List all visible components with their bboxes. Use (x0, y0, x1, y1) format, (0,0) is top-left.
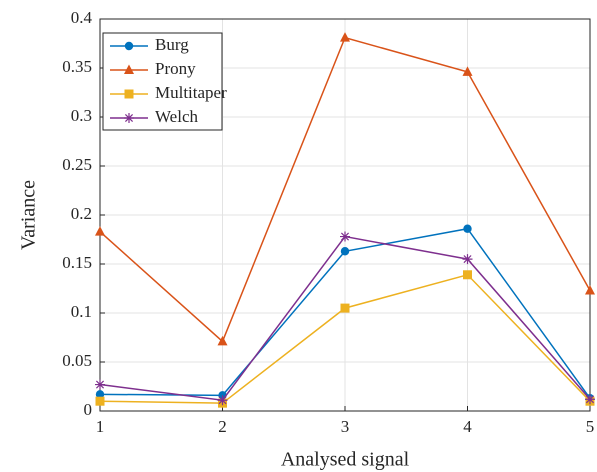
legend-box (102, 32, 223, 131)
axes-box (99, 18, 591, 412)
x-tick-label: 2 (218, 417, 227, 436)
y-tick-label: 0 (84, 400, 93, 419)
y-tick-label: 0.05 (62, 351, 92, 370)
x-tick-label: 5 (586, 417, 595, 436)
y-tick-label: 0.35 (62, 57, 92, 76)
x-tick-label: 3 (341, 417, 350, 436)
marker (124, 89, 134, 99)
marker (340, 231, 350, 242)
marker (95, 379, 105, 390)
marker (124, 64, 134, 74)
legend-label: Prony (155, 59, 196, 78)
marker (124, 113, 134, 123)
y-tick-label: 0.1 (71, 302, 92, 321)
marker (95, 226, 105, 236)
marker (462, 254, 473, 265)
marker (217, 395, 228, 406)
y-axis-label: Variance (18, 180, 40, 250)
y-tick-label: 0.15 (62, 253, 92, 272)
marker (217, 335, 228, 346)
legend-label: Welch (155, 107, 198, 126)
legend-label: Multitaper (155, 83, 227, 102)
marker (585, 394, 595, 405)
y-tick-label: 0.4 (71, 8, 93, 27)
x-tick-label: 1 (96, 417, 105, 436)
y-tick-label: 0.3 (71, 106, 92, 125)
marker (463, 270, 472, 280)
marker (340, 303, 350, 313)
marker (462, 66, 473, 76)
marker (340, 32, 350, 42)
marker (124, 41, 134, 51)
marker (585, 284, 595, 295)
marker (463, 224, 472, 233)
y-tick-label: 0.2 (71, 204, 92, 223)
legend-label: Burg (155, 35, 189, 54)
y-tick-label: 0.25 (62, 155, 92, 174)
marker (340, 247, 350, 256)
x-tick-label: 4 (463, 417, 472, 436)
marker (95, 396, 105, 406)
marker (95, 390, 105, 399)
x-axis-label: Analysed signal (281, 449, 410, 471)
